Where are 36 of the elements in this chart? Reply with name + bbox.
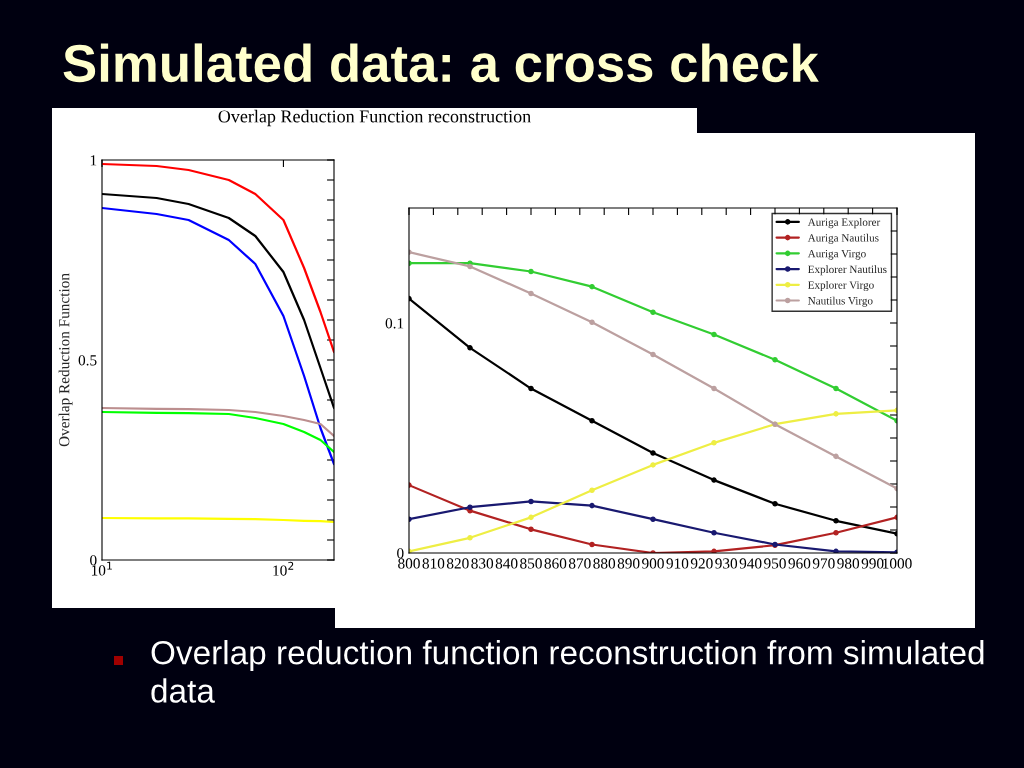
x-tick-label: 910 [666, 558, 689, 569]
x-tick-label: 830 [471, 558, 494, 569]
text: Overlap reduction function reconstruction from simulated data [151, 640, 984, 703]
y-tick-label: 0 [397, 548, 404, 559]
x-tick-label: 880 [593, 558, 616, 569]
x-tick-label: 820 [446, 558, 469, 569]
text: Simulated data: a cross check [63, 43, 819, 83]
x-tick-label: 10$^{2}$ [273, 561, 294, 576]
x-tick-label: 870 [568, 558, 591, 569]
legend-label: Auriga Virgo [807, 249, 866, 260]
x-tick-label: 920 [690, 558, 713, 569]
x-tick-label: 990 [861, 558, 884, 569]
x-tick-label: 930 [715, 558, 738, 569]
x-tick-label: 1000 [883, 558, 912, 569]
x-tick-label: 960 [788, 558, 811, 569]
x-tick-label: 950 [764, 558, 786, 569]
y-tick-label: 0.1 [385, 318, 404, 329]
x-tick-label: 940 [739, 558, 762, 569]
y-tick-label: 0.5 [78, 355, 97, 366]
x-tick-label: 890 [617, 558, 640, 569]
x-tick-label: 840 [495, 558, 518, 569]
legend-label: Auriga Nautilus [807, 233, 879, 244]
text: Overlap Reduction Function reconstruction [218, 109, 531, 127]
x-tick-label: 900 [642, 558, 664, 569]
x-tick-label: 980 [837, 558, 860, 569]
legend-label: Explorer Virgo [808, 280, 874, 292]
legend-label: Nautilus Virgo [808, 296, 873, 307]
x-tick-label: 970 [812, 558, 835, 569]
legend-label: Explorer Nautilus [808, 265, 887, 276]
y-axis-title: Overlap Reduction Function [58, 273, 73, 447]
x-tick-label: 810 [422, 558, 445, 569]
x-tick-label: 860 [544, 558, 567, 569]
y-tick-label: 1 [90, 155, 97, 166]
x-tick-label: 800 [398, 558, 420, 569]
legend-label: Auriga Explorer [807, 218, 881, 229]
x-tick-label: 850 [520, 558, 542, 569]
